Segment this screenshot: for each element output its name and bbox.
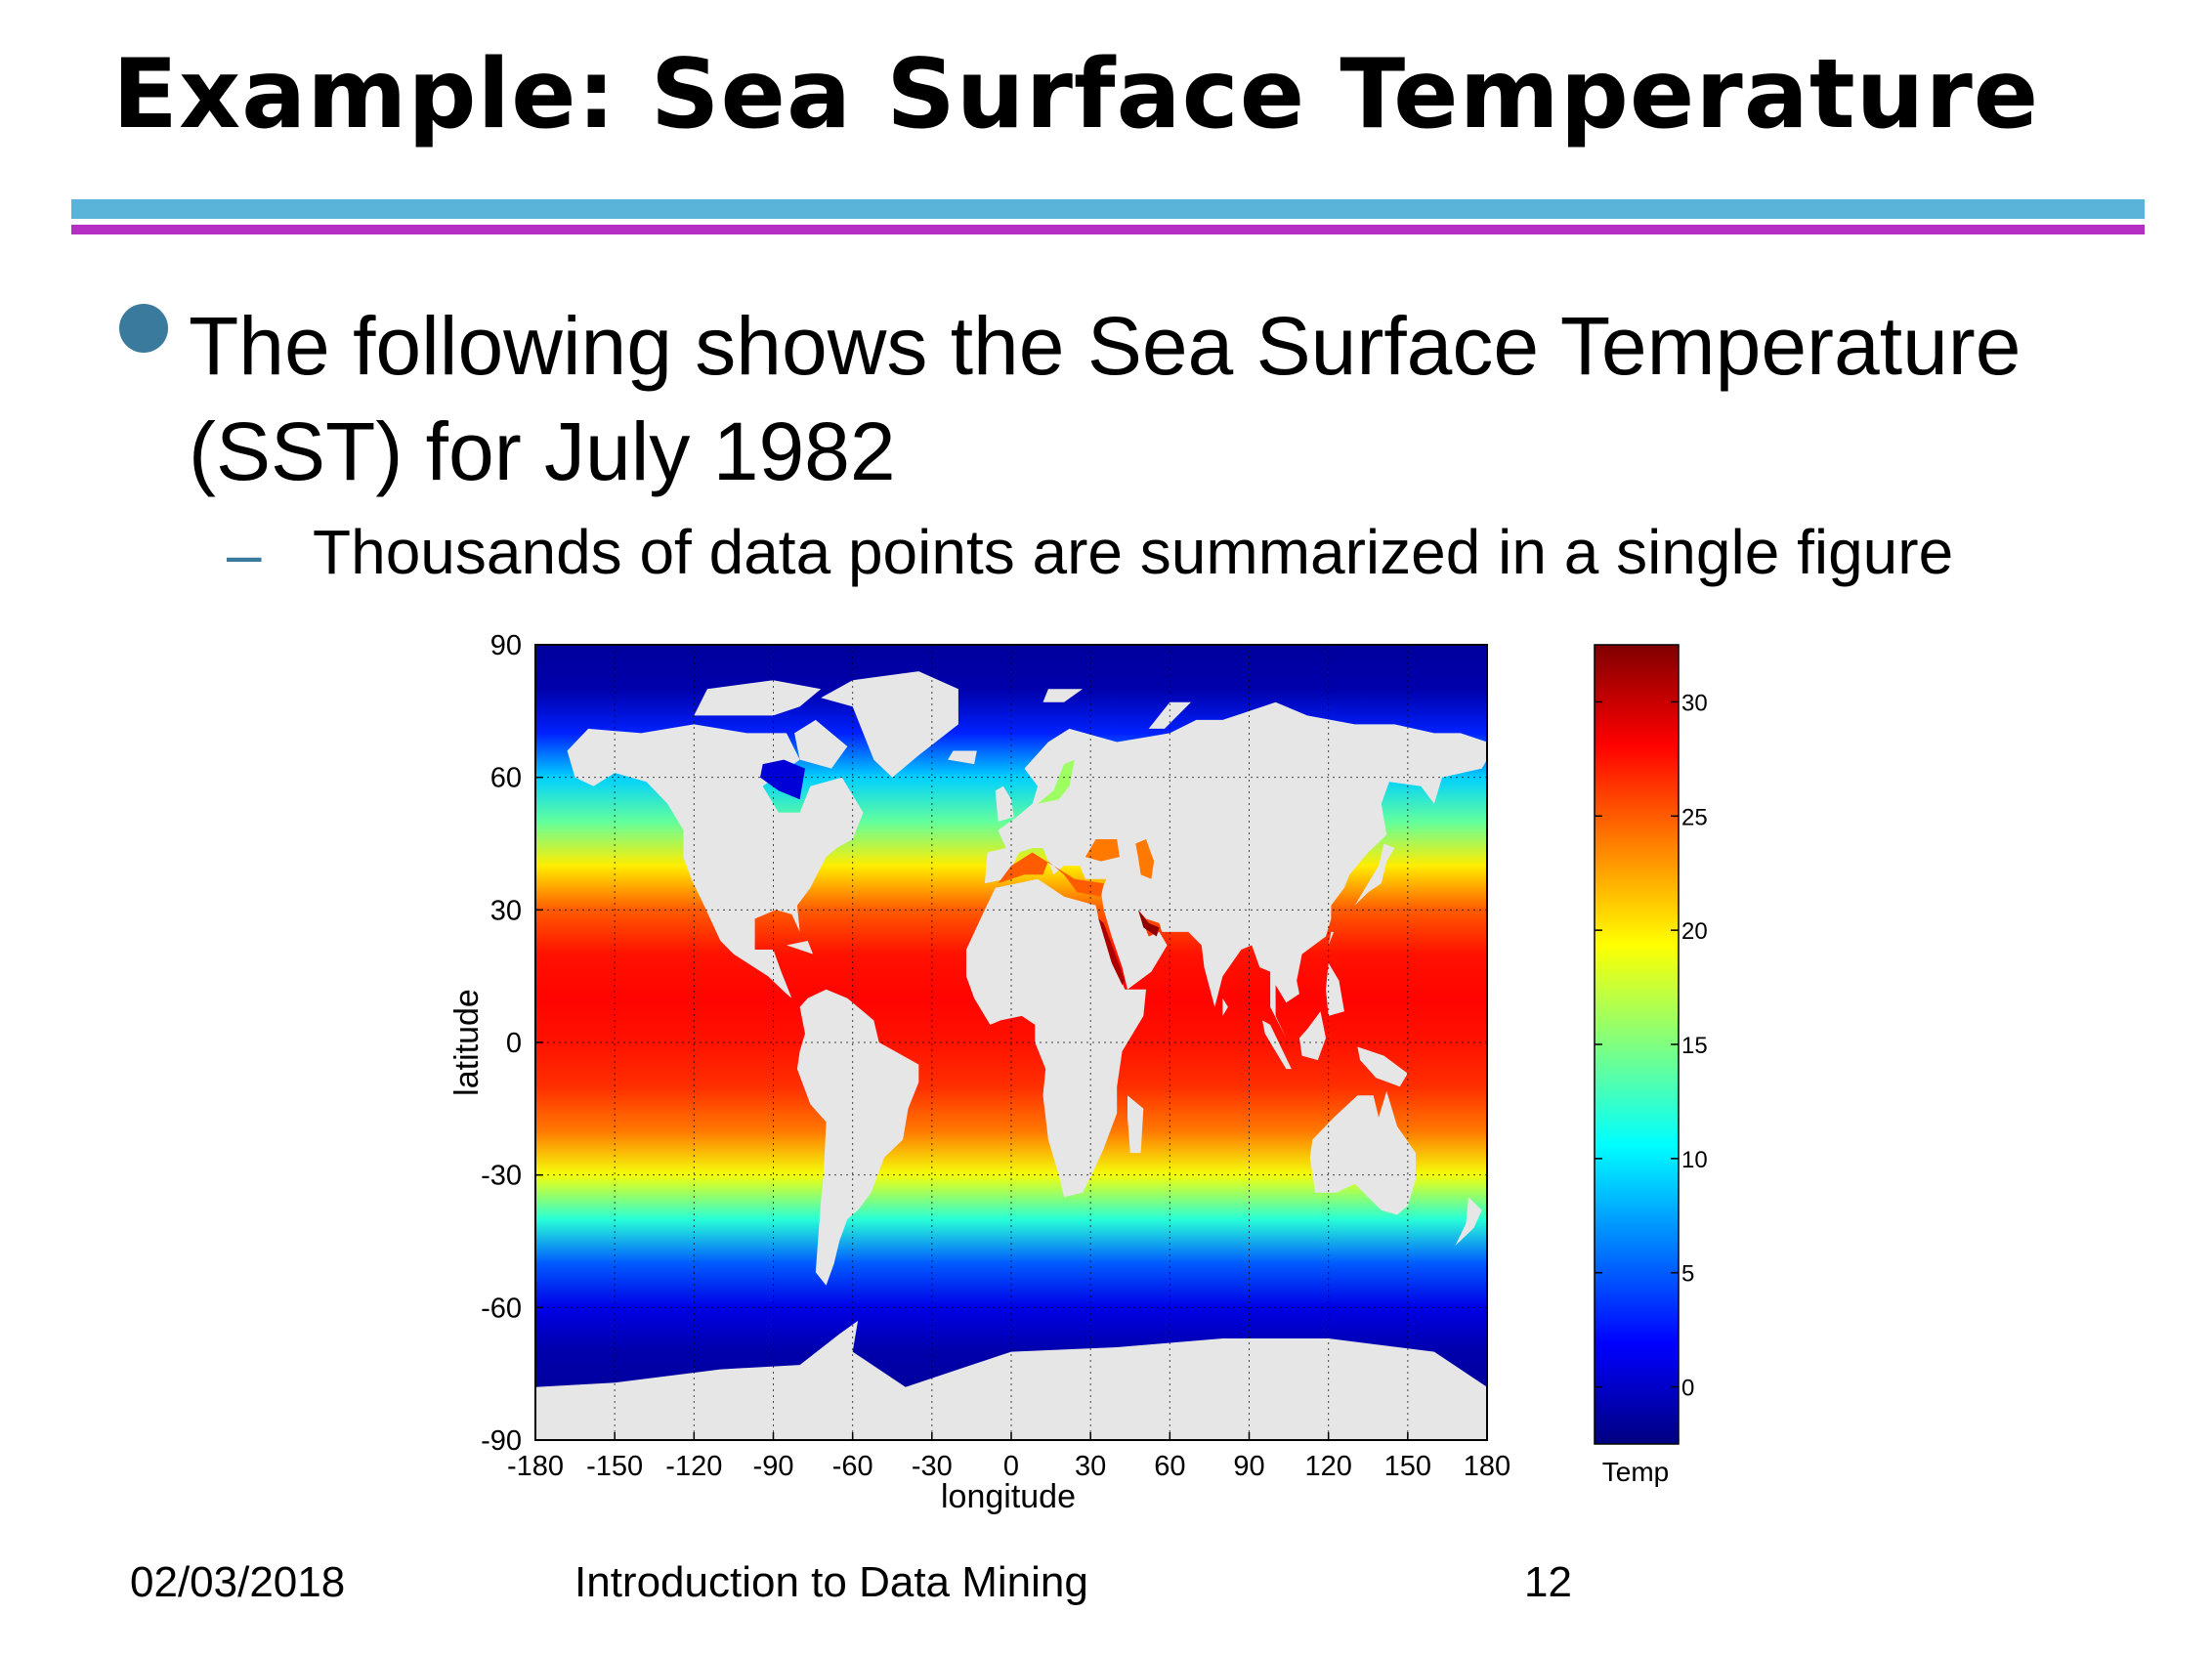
title-rule-top — [71, 199, 2145, 219]
land-south-america — [796, 989, 919, 1286]
x-tick-label: -120 — [665, 1451, 722, 1482]
footer-page-number: 12 — [1524, 1558, 1572, 1606]
land-sri-lanka — [1222, 997, 1228, 1016]
colorbar — [1594, 644, 1680, 1445]
water-mediterranean-sea — [998, 852, 1104, 897]
x-tick-label: 30 — [1075, 1451, 1106, 1482]
x-axis-label: longitude — [941, 1478, 1076, 1515]
sub-bullet-text: Thousands of data points are summarized … — [313, 517, 1954, 587]
land-taiwan — [1328, 931, 1335, 946]
land-baffin-island — [794, 719, 848, 769]
land-philippines — [1326, 962, 1344, 1016]
land-indonesia-sumatra — [1262, 1020, 1292, 1070]
land-svalbard — [1042, 689, 1083, 702]
water-hudson-bay — [760, 759, 805, 800]
land-new-zealand — [1455, 1197, 1482, 1246]
colorbar-tick-label: 15 — [1681, 1033, 1708, 1059]
land-eurasia — [984, 701, 1487, 1039]
y-tick-label: 90 — [490, 630, 522, 661]
x-tick-label: 120 — [1304, 1451, 1351, 1482]
x-tick-label: -60 — [832, 1451, 873, 1482]
y-tick-label: -90 — [481, 1425, 522, 1457]
colorbar-tick-label: 30 — [1681, 690, 1708, 716]
x-tick-label: -90 — [753, 1451, 794, 1482]
y-tick-label: -60 — [481, 1293, 522, 1324]
land-indonesia-borneo — [1298, 1011, 1326, 1061]
y-axis-label: latitude — [448, 989, 486, 1096]
water-persian-gulf — [1137, 910, 1160, 937]
colorbar-tick-label: 0 — [1681, 1376, 1694, 1402]
colorbar-tick-label: 10 — [1681, 1147, 1708, 1173]
y-tick-label: 30 — [490, 895, 522, 926]
water-black-sea — [1085, 839, 1120, 862]
footer-date: 02/03/2018 — [130, 1558, 346, 1606]
y-tick-label: 60 — [490, 763, 522, 794]
x-tick-label: 180 — [1464, 1451, 1510, 1482]
water-baltic-sea — [1038, 759, 1075, 804]
water-caspian-sea — [1135, 839, 1155, 879]
x-tick-label: -150 — [586, 1451, 643, 1482]
land-great-britain — [995, 785, 1014, 822]
colorbar-tick-label: 5 — [1681, 1261, 1694, 1288]
land-antarctica — [535, 1320, 1487, 1440]
land-new-guinea — [1357, 1046, 1408, 1087]
x-tick-label: 150 — [1384, 1451, 1431, 1482]
land-north-america — [567, 724, 864, 1007]
bullet-dot-icon — [119, 304, 168, 353]
water-red-sea — [1098, 918, 1126, 986]
land-arctic-islands — [694, 680, 822, 716]
y-tick-label: -30 — [481, 1161, 522, 1192]
x-tick-label: 90 — [1233, 1451, 1264, 1482]
colorbar-label: Temp — [1602, 1457, 1669, 1487]
x-tick-label: -180 — [507, 1451, 564, 1482]
sub-bullet-dash: – — [227, 519, 262, 589]
title-rule-bottom — [71, 225, 2145, 234]
x-tick-label: -30 — [912, 1451, 953, 1482]
bullet-text: The following shows the Sea Surface Temp… — [189, 300, 2021, 497]
x-tick-label: 0 — [1003, 1451, 1019, 1482]
colorbar-tick-label: 25 — [1681, 804, 1708, 830]
footer-course: Introduction to Data Mining — [574, 1558, 1088, 1606]
slide-title: Example: Sea Surface Temperature — [112, 39, 2040, 150]
y-tick-label: 0 — [506, 1028, 522, 1059]
colorbar-tick-label: 20 — [1681, 918, 1708, 945]
land-madagascar — [1127, 1095, 1144, 1154]
land-greenland — [821, 671, 958, 778]
x-tick-label: 60 — [1154, 1451, 1185, 1482]
land-iceland — [948, 750, 977, 765]
land-japan — [1354, 843, 1395, 906]
land-australia — [1309, 1090, 1416, 1215]
land-africa — [966, 878, 1146, 1198]
land-cuba — [787, 941, 814, 955]
